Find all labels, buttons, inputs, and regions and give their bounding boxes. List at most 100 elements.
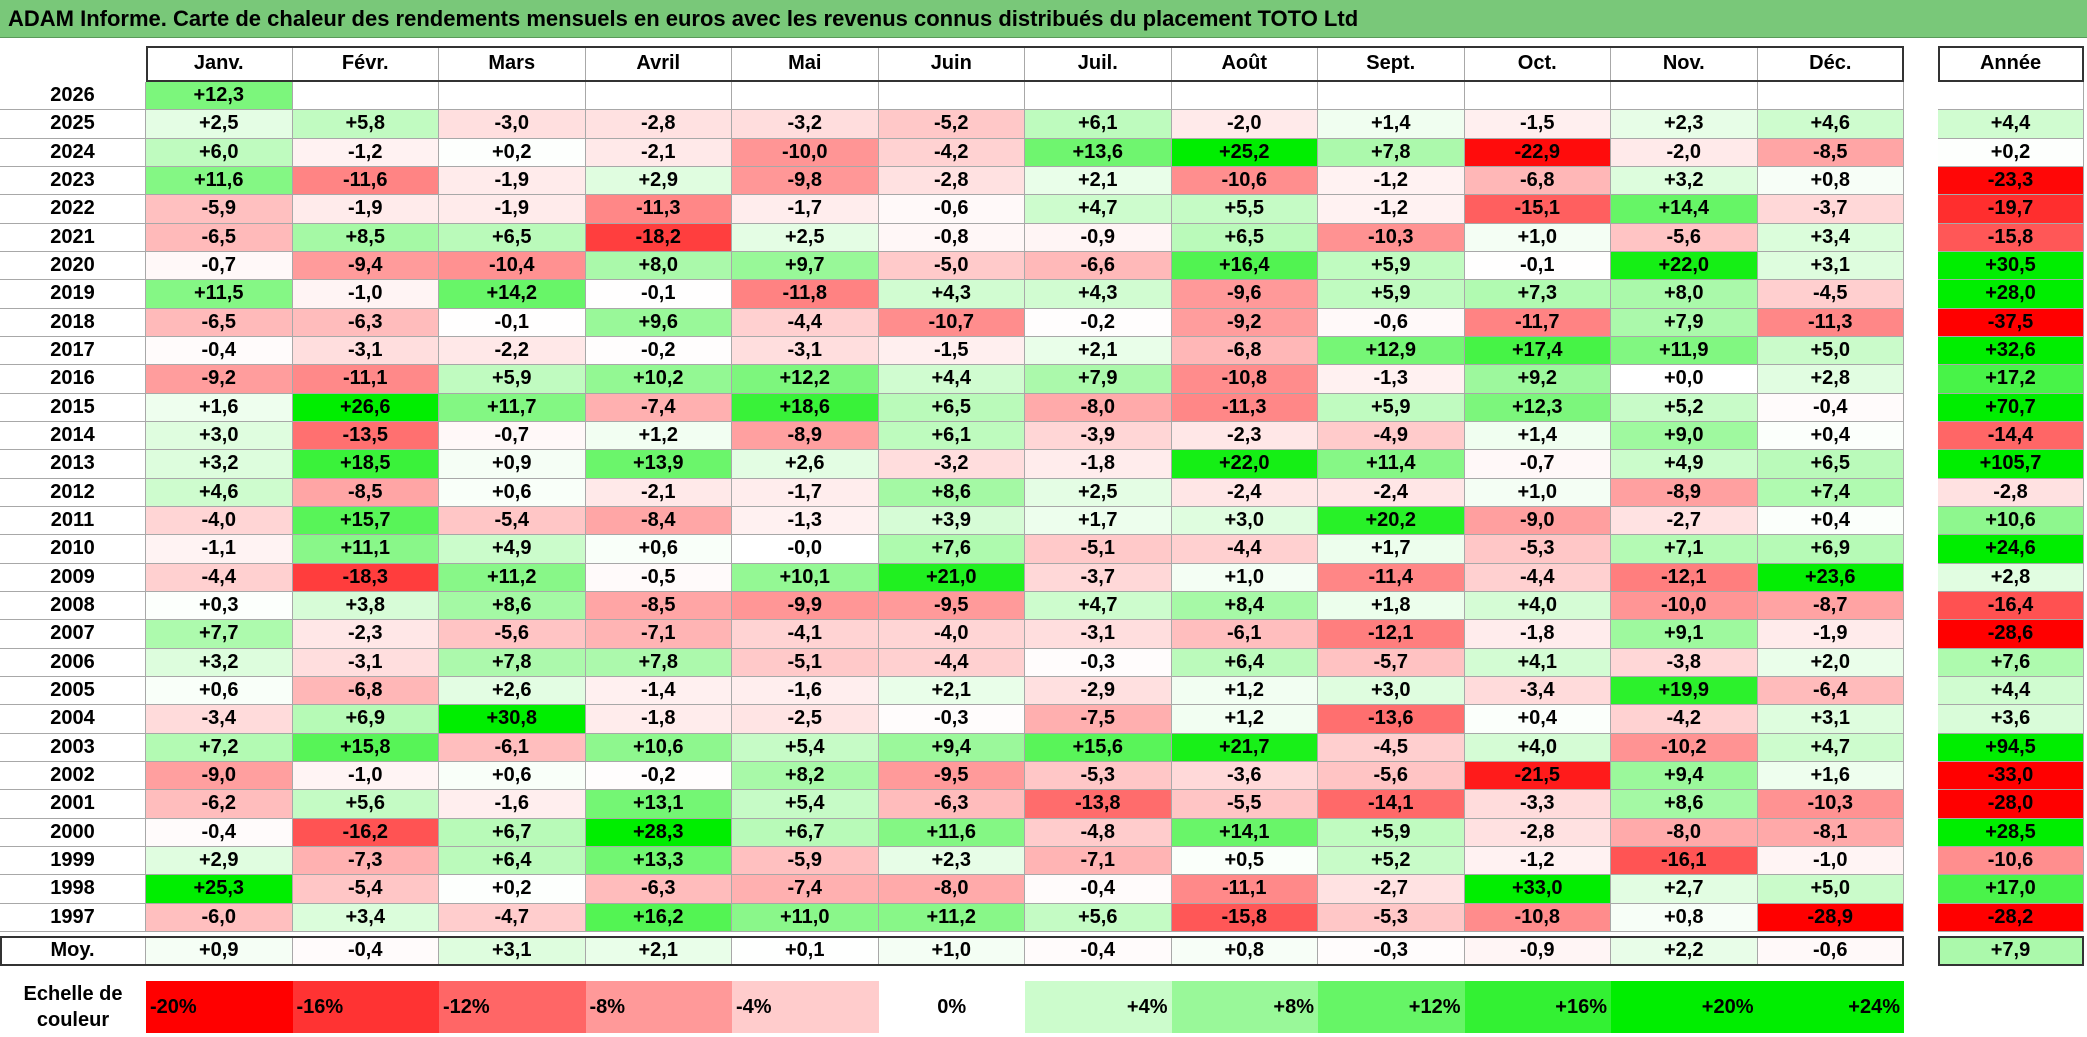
heatmap-cell: +6,1 [878,421,1025,451]
heatmap-cell: +12,9 [1318,336,1465,366]
heatmap-cell: -0,0 [732,535,879,564]
heatmap-cell: -4,5 [1318,733,1465,762]
heatmap-cell: +5,2 [1318,846,1465,876]
heatmap-cell: +8,0 [1611,280,1758,309]
heatmap-cell: +4,6 [1757,110,1904,139]
heatmap-cell: -3,1 [292,336,439,366]
annual-cell [1938,82,2084,111]
month-header: Nov. [1611,46,1758,82]
heatmap-cell: +21,0 [878,563,1025,592]
heatmap-cell: +0,4 [1757,421,1904,451]
heatmap-cell: +9,6 [585,308,732,337]
heatmap-cell: -0,2 [1025,308,1172,337]
heatmap-cell: +0,6 [146,676,293,706]
heatmap-cell: +6,9 [1757,535,1904,564]
heatmap-cell: -7,3 [292,846,439,876]
heatmap-cell: +22,0 [1171,450,1318,479]
heatmap-cell: +5,9 [439,365,586,394]
annual-cell: +3,6 [1938,705,2084,734]
heatmap-cell: -11,4 [1318,563,1465,592]
heatmap-cell [292,82,439,111]
heatmap-cell: -8,4 [585,506,732,536]
heatmap-cell: -4,4 [1464,563,1611,592]
heatmap-cell: +1,7 [1025,506,1172,536]
heatmap-cell: +13,1 [585,790,732,819]
heatmap-cell: +6,5 [1757,450,1904,479]
heatmap-cell: +1,2 [585,421,732,451]
year-label: 2017 [0,336,146,366]
heatmap-cell: +0,4 [1464,705,1611,734]
heatmap-cell: -11,3 [1171,393,1318,422]
heatmap-cell [1611,82,1758,111]
heatmap-cell: -7,4 [732,875,879,904]
heatmap-cell: +11,2 [439,563,586,592]
year-label: 2010 [0,535,146,564]
heatmap-cell: +9,1 [1611,620,1758,649]
average-cell: -0,4 [292,935,439,966]
heatmap-cell: +11,5 [146,280,293,309]
heatmap-cell: +9,2 [1464,365,1611,394]
heatmap-cell [1171,82,1318,111]
year-label: 2022 [0,195,146,224]
heatmap-cell: -3,9 [1025,421,1172,451]
year-label: 2025 [0,110,146,139]
heatmap-cell: -10,3 [1757,790,1904,819]
heatmap-cell: +14,4 [1611,195,1758,224]
heatmap-cell: -0,4 [146,336,293,366]
heatmap-cell: -5,1 [1025,535,1172,564]
heatmap-cell: -22,9 [1464,138,1611,167]
heatmap-cell: +7,9 [1611,308,1758,337]
heatmap-cell: +4,7 [1025,195,1172,224]
year-label: 2026 [0,82,146,111]
heatmap-cell: +7,8 [1318,138,1465,167]
month-header: Févr. [292,46,439,82]
year-label: 1998 [0,875,146,904]
heatmap-cell: -0,4 [146,818,293,847]
heatmap-cell: -5,9 [732,846,879,876]
color-scale-swatch: +24% [1757,981,1904,1033]
heatmap-cell: +2,5 [732,223,879,252]
average-cell: +0,9 [146,935,293,966]
heatmap-cell: -10,7 [878,308,1025,337]
heatmap-cell: +6,4 [1171,648,1318,677]
heatmap-cell: -1,3 [1318,365,1465,394]
annual-cell: +4,4 [1938,676,2084,706]
heatmap-cell: +4,4 [878,365,1025,394]
year-label: 2024 [0,138,146,167]
heatmap-cell: +4,6 [146,478,293,507]
heatmap-cell: +7,1 [1611,535,1758,564]
heatmap-cell: +8,0 [585,251,732,281]
heatmap-cell: +19,9 [1611,676,1758,706]
year-label: 2016 [0,365,146,394]
heatmap-cell: -9,0 [146,761,293,791]
year-label: 2005 [0,676,146,706]
average-cell: -0,4 [1025,935,1172,966]
heatmap-cell: -0,2 [585,761,732,791]
heatmap-cell: +28,3 [585,818,732,847]
year-label: 2006 [0,648,146,677]
heatmap-cell: -1,6 [732,676,879,706]
heatmap-cell: -5,4 [439,506,586,536]
heatmap-cell: -2,1 [585,138,732,167]
heatmap-cell: -13,5 [292,421,439,451]
heatmap-cell: +3,2 [1611,166,1758,196]
heatmap-cell: +11,1 [292,535,439,564]
heatmap-cell: -6,2 [146,790,293,819]
heatmap-cell: -11,1 [1171,875,1318,904]
heatmap-cell: -10,4 [439,251,586,281]
year-label: 2012 [0,478,146,507]
heatmap-cell: -2,2 [439,336,586,366]
heatmap-cell: -11,1 [292,365,439,394]
heatmap-cell: +3,0 [1318,676,1465,706]
annual-cell: +28,0 [1938,280,2084,309]
heatmap-cell: +8,6 [878,478,1025,507]
color-scale-swatch: -20% [146,981,293,1033]
annual-cell: -28,6 [1938,620,2084,649]
heatmap-cell: +2,0 [1757,648,1904,677]
heatmap-cell: +0,2 [439,138,586,167]
heatmap-cell: +5,4 [732,790,879,819]
heatmap-cell: +9,4 [878,733,1025,762]
heatmap-cell: -9,8 [732,166,879,196]
heatmap-cell: -0,5 [585,563,732,592]
heatmap-cell: +6,5 [1171,223,1318,252]
